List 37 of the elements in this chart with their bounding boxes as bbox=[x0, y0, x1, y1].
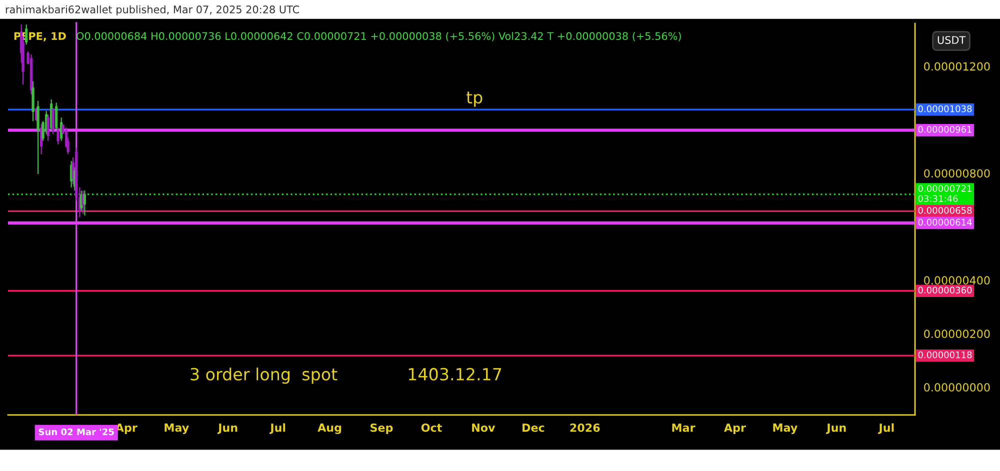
ref-line-label: Sun 02 Mar '25 bbox=[38, 428, 114, 436]
candlestick bbox=[52, 107, 54, 135]
x-tick-label: May bbox=[164, 424, 189, 434]
x-tick-label: Oct bbox=[421, 423, 442, 432]
y-tick-label: 0.00000800 bbox=[924, 169, 990, 178]
candlestick bbox=[56, 126, 60, 145]
x-tick-label: 2026 bbox=[570, 423, 600, 432]
candlestick bbox=[46, 114, 50, 142]
x-tick-label: May bbox=[773, 424, 798, 434]
x-tick-label: Mar bbox=[672, 424, 696, 432]
ref-line-label: 0.00000118 bbox=[918, 351, 972, 358]
x-tick-label: Jun bbox=[826, 424, 846, 434]
ref-line-label: 0.00001038 bbox=[918, 105, 972, 112]
ref-line-label: 0.00000614 bbox=[918, 218, 972, 226]
x-tick-label: Nov bbox=[472, 424, 496, 432]
candlestick bbox=[55, 102, 58, 132]
x-tick-label: Dec bbox=[522, 424, 544, 432]
annotation: 1403.12.17 bbox=[408, 368, 502, 381]
y-tick-label: 0.00000200 bbox=[924, 330, 990, 338]
x-tick-label: Jun bbox=[217, 424, 238, 434]
x-tick-label: Jul bbox=[878, 423, 894, 434]
y-tick-label: 0.00000000 bbox=[924, 383, 990, 392]
y-tick-label: 0.00000400 bbox=[924, 276, 990, 285]
y-axis-title: USDT bbox=[938, 36, 966, 44]
y-tick-label: 0.00001200 bbox=[924, 62, 990, 71]
candlestick bbox=[60, 117, 63, 142]
ref-line-label: 0.00000961 bbox=[918, 126, 972, 133]
text: rahimakbari62wallet published, Mar 07, 2025 20:28 UTC bbox=[6, 5, 300, 16]
annotation: 3 order long spot bbox=[190, 368, 338, 384]
annotation: tp bbox=[466, 92, 482, 107]
x-tick-label: Aug bbox=[318, 424, 342, 434]
x-tick-label: Apr bbox=[724, 424, 746, 434]
x-tick-label: Jul bbox=[270, 423, 286, 434]
ref-line-label: 0.00000658 bbox=[918, 206, 972, 214]
ref-line-label: 0.00000360 bbox=[918, 286, 972, 294]
x-tick-label: Sep bbox=[370, 423, 393, 434]
ref-line-label: 0.00000721 03:31:46 bbox=[918, 185, 972, 202]
